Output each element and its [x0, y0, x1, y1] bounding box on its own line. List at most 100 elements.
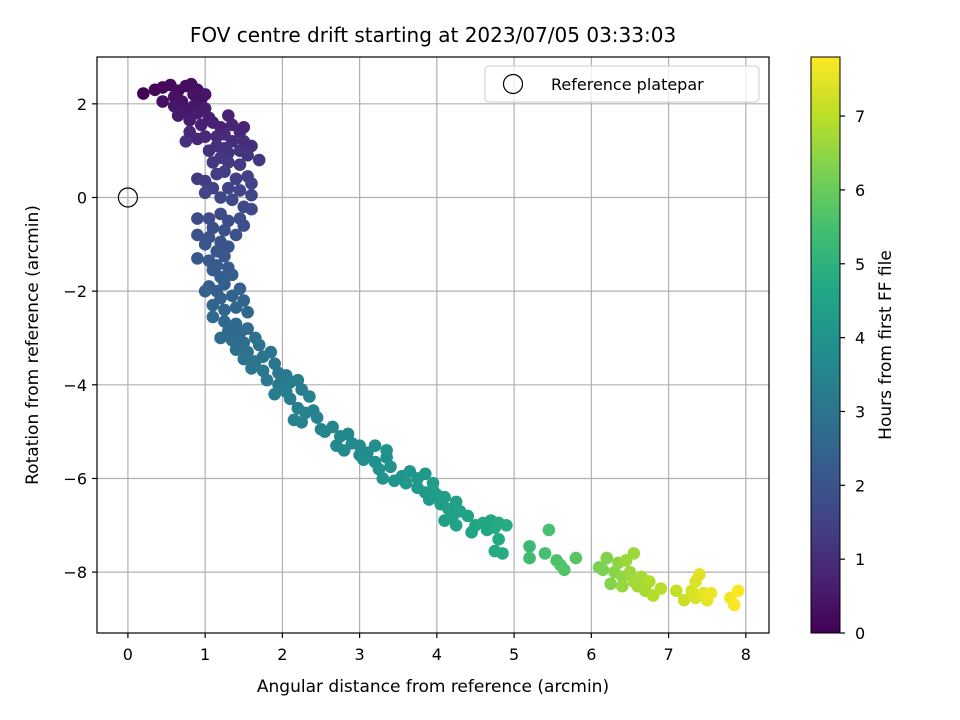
scatter-point-176: [461, 509, 475, 523]
scatter-point-65: [191, 212, 204, 225]
x-tick-label-4: 4: [432, 645, 442, 664]
scatter-point-31: [198, 130, 212, 143]
plot-frame: [96, 56, 770, 634]
y-tick-label-0: 2: [77, 95, 87, 114]
scatter-point-224: [727, 598, 741, 612]
scatter-point-197: [596, 563, 610, 577]
scatter-point-211: [642, 575, 656, 588]
scatter-point-100: [206, 310, 220, 324]
reference-platepar-marker: [117, 187, 138, 208]
scatter-point-110: [229, 343, 243, 356]
scatter-point-60: [198, 186, 212, 200]
scatter-point-194: [558, 563, 571, 577]
scatter-point-199: [604, 577, 617, 591]
scatter-point-225: [731, 584, 745, 598]
scatter-point-206: [627, 547, 641, 560]
scatter-point-175: [449, 518, 463, 532]
scatter-point-73: [229, 228, 243, 242]
scatter-point-116: [264, 345, 278, 359]
scatter-point-185: [496, 547, 509, 560]
scatter-point-90: [218, 277, 231, 291]
scatter-point-131: [303, 390, 316, 403]
x-tick-label-5: 5: [509, 645, 519, 664]
colorbar-tick-label-3: 3: [855, 402, 865, 421]
scatter-point-52: [218, 165, 231, 179]
scatter-point-44: [252, 153, 266, 167]
scatter-point-46: [206, 156, 220, 169]
x-tick-label-2: 2: [277, 645, 287, 664]
scatter-point-161: [418, 467, 432, 481]
scatter-point-97: [218, 303, 231, 317]
scatter-point-99: [241, 305, 254, 319]
scatter-point-213: [654, 582, 668, 595]
colorbar-tick-label-6: 6: [855, 181, 865, 200]
colorbar-label: Hours from first FF file: [876, 250, 896, 440]
scatter-point-117: [245, 362, 258, 375]
scatter-point-13: [198, 88, 212, 101]
scatter-point-158: [399, 476, 413, 490]
colorbar-ticks: 0 1 2 3 4 5 6 7: [840, 107, 865, 643]
scatter-point-222: [704, 586, 718, 600]
scatter-point-62: [225, 193, 239, 207]
scatter-point-87: [225, 268, 239, 282]
scatter-point-74: [191, 228, 204, 242]
y-tick-label-4: −6: [63, 469, 87, 488]
x-tick-label-0: 0: [123, 645, 133, 664]
scatter-point-121: [260, 373, 274, 387]
scatter-point-70: [237, 219, 251, 232]
scatter-point-61: [214, 191, 227, 204]
scatter-point-106: [214, 331, 227, 345]
scatter-point-195: [569, 551, 583, 565]
scatter-point-58: [233, 184, 247, 197]
scatter-point-214: [670, 584, 683, 598]
legend-reference-marker: [502, 73, 524, 95]
scatter-point-48: [233, 158, 247, 172]
scatter-point-190: [538, 547, 552, 560]
colorbar: 0 1 2 3 4 5 6 7 Hours from first FF file: [810, 56, 896, 643]
legend: Reference platepar: [484, 65, 760, 103]
y-tick-label-1: 0: [77, 188, 87, 207]
scatter-point-64: [245, 202, 258, 216]
y-axis-ticks: 2 0 −2 −4 −6 −8: [63, 95, 97, 582]
x-tick-label-6: 6: [586, 645, 596, 664]
scatter-point-139: [318, 425, 332, 438]
scatter-point-98: [229, 301, 243, 314]
scatter-point-0: [137, 87, 150, 100]
scatter-point-22: [194, 118, 208, 132]
scatter-point-168: [426, 476, 440, 490]
scatter-point-136: [310, 411, 324, 424]
scatter-point-155: [376, 472, 390, 485]
x-axis-label: Angular distance from reference (arcmin): [257, 677, 609, 697]
colorbar-tick-label-5: 5: [855, 255, 865, 274]
scatter-point-96: [206, 298, 220, 312]
colorbar-tick-label-4: 4: [855, 329, 865, 348]
x-tick-label-7: 7: [663, 645, 673, 664]
scatter-point-55: [245, 177, 258, 190]
scatter-point-79: [198, 238, 212, 251]
scatter-point-28: [237, 120, 251, 134]
scatter-point-189: [523, 551, 536, 565]
scatter-point-203: [615, 579, 629, 593]
scatter-point-94: [225, 289, 239, 303]
x-tick-label-8: 8: [741, 645, 751, 664]
scatter-point-135: [295, 415, 308, 429]
y-tick-label-2: −2: [63, 282, 87, 301]
legend-entry-reference: Reference platepar: [551, 75, 704, 94]
scatter-point-198: [600, 551, 614, 565]
scatter-point-148: [368, 439, 382, 452]
scatter-point-149: [357, 453, 370, 467]
scatter-point-113: [237, 352, 251, 366]
y-tick-label-3: −4: [63, 376, 87, 395]
scatter-point-59: [245, 188, 258, 202]
scatter-point-187: [492, 516, 505, 530]
scatter-point-57: [222, 181, 235, 195]
colorbar-gradient: [810, 56, 841, 634]
scatter-point-92: [198, 284, 212, 298]
scatter-point-17: [171, 109, 185, 122]
scatter-point-219: [693, 568, 706, 581]
colorbar-tick-label-7: 7: [855, 107, 865, 126]
scatter-point-53: [229, 172, 243, 186]
reference-point-group: [117, 187, 138, 208]
scatter-point-169: [438, 490, 451, 504]
